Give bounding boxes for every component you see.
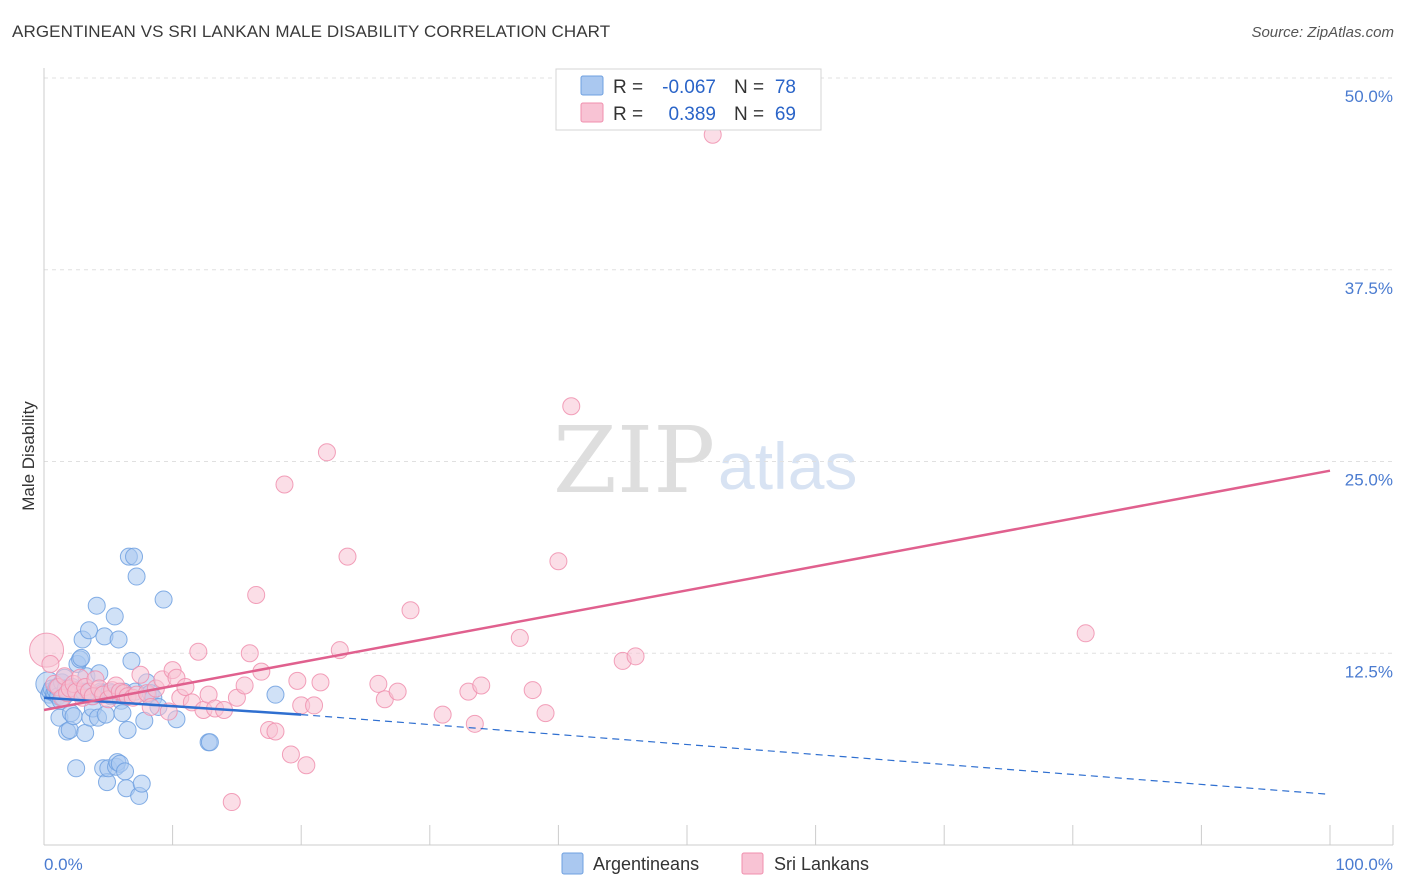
y-tick-label-3: 50.0% xyxy=(1345,87,1393,106)
point-srilankans-1 xyxy=(41,654,60,673)
x-tick-label-min: 0.0% xyxy=(44,855,83,874)
point-srilankans-68 xyxy=(510,628,529,647)
grid-lines xyxy=(44,77,1393,654)
point-argentineans-29 xyxy=(76,724,95,743)
y-tick-label-1: 25.0% xyxy=(1345,471,1393,490)
point-argentineans-62 xyxy=(125,547,144,566)
point-srilankans-46 xyxy=(247,585,266,604)
legend-r-label-1: R = xyxy=(613,104,643,125)
series-legend: Argentineans Sri Lankans xyxy=(561,852,869,875)
point-srilankans-45 xyxy=(240,644,259,663)
legend-r-label-0: R = xyxy=(613,77,643,98)
point-srilankans-51 xyxy=(281,745,300,764)
legend-n-label-0: N = xyxy=(734,77,764,98)
legend-r-value-0: -0.067 xyxy=(662,77,716,98)
point-srilankans-70 xyxy=(536,704,555,723)
point-srilankans-35 xyxy=(176,677,195,696)
watermark-atlas: atlas xyxy=(718,429,857,503)
point-argentineans-20 xyxy=(64,707,83,726)
y-tick-label-2: 37.5% xyxy=(1345,279,1393,298)
point-srilankans-28 xyxy=(141,697,160,716)
point-srilankans-49 xyxy=(266,722,285,741)
point-srilankans-71 xyxy=(549,552,568,571)
point-argentineans-66 xyxy=(132,774,151,793)
point-argentineans-55 xyxy=(113,704,132,723)
correlation-legend: R = -0.067 N = 78 R = 0.389 N = 69 xyxy=(555,68,822,131)
chart-title: ARGENTINEAN VS SRI LANKAN MALE DISABILIT… xyxy=(12,22,611,41)
point-srilankans-44 xyxy=(235,676,254,695)
legend-n-value-1: 69 xyxy=(775,104,796,125)
point-srilankans-60 xyxy=(369,674,388,693)
legend-n-value-0: 78 xyxy=(775,77,796,98)
point-argentineans-76 xyxy=(200,733,219,752)
point-srilankans-56 xyxy=(311,673,330,692)
trend-lines xyxy=(43,469,1331,795)
axes xyxy=(43,68,1393,846)
point-argentineans-64 xyxy=(127,567,146,586)
bottom-legend-label-argentineans: Argentineans xyxy=(593,854,699,874)
point-argentineans-49 xyxy=(105,607,124,626)
point-srilankans-37 xyxy=(189,642,208,661)
point-argentineans-36 xyxy=(87,596,106,615)
trend-argentineans xyxy=(43,696,302,716)
x-ticks xyxy=(43,825,1394,845)
point-srilankans-59 xyxy=(338,547,357,566)
point-argentineans-59 xyxy=(118,720,137,739)
series-srilankans-points xyxy=(29,125,1095,812)
point-srilankans-69 xyxy=(523,681,542,700)
point-srilankans-66 xyxy=(465,714,484,733)
trend-argentineans-dashed xyxy=(301,714,1331,795)
point-argentineans-73 xyxy=(154,590,173,609)
point-argentineans-22 xyxy=(67,759,86,778)
bottom-legend-swatch-argentineans xyxy=(561,852,584,875)
point-argentineans-52 xyxy=(109,630,128,649)
bottom-legend-swatch-srilankans xyxy=(741,852,764,875)
point-srilankans-72 xyxy=(562,397,581,416)
point-srilankans-26 xyxy=(131,665,150,684)
point-srilankans-54 xyxy=(297,756,316,775)
legend-swatch-argentineans xyxy=(580,75,604,96)
point-srilankans-50 xyxy=(275,475,294,494)
watermark-zip: ZIP xyxy=(553,407,715,514)
point-argentineans-43 xyxy=(96,705,115,724)
point-srilankans-76 xyxy=(1076,624,1095,643)
legend-swatch-srilankans xyxy=(580,102,604,123)
point-srilankans-55 xyxy=(305,696,324,715)
legend-r-value-1: 0.389 xyxy=(668,104,716,125)
legend-n-label-1: N = xyxy=(734,104,764,125)
point-srilankans-63 xyxy=(401,601,420,620)
point-srilankans-57 xyxy=(317,443,336,462)
trend-srilankans xyxy=(43,469,1331,712)
y-axis-label: Male Disability xyxy=(19,401,38,511)
point-srilankans-62 xyxy=(388,682,407,701)
point-srilankans-67 xyxy=(472,676,491,695)
point-srilankans-42 xyxy=(222,793,241,812)
y-tick-labels: 12.5% 25.0% 37.5% 50.0% xyxy=(1345,87,1393,681)
point-argentineans-77 xyxy=(266,685,285,704)
point-argentineans-61 xyxy=(122,651,141,670)
point-argentineans-26 xyxy=(72,648,91,667)
point-argentineans-32 xyxy=(80,621,99,640)
bottom-legend-label-srilankans: Sri Lankans xyxy=(774,854,869,874)
point-argentineans-57 xyxy=(116,762,135,781)
source-label: Source: ZipAtlas.com xyxy=(1251,24,1394,41)
y-tick-label-0: 12.5% xyxy=(1345,662,1393,681)
point-srilankans-64 xyxy=(433,705,452,724)
x-tick-label-max: 100.0% xyxy=(1335,855,1393,874)
point-srilankans-74 xyxy=(626,647,645,666)
point-srilankans-52 xyxy=(288,671,307,690)
